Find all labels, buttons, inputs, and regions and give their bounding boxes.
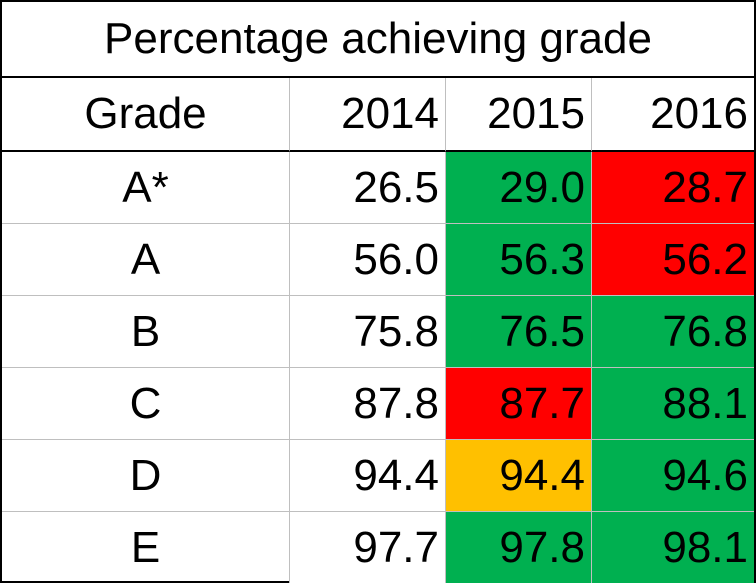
value-cell: 56.2 [592, 224, 754, 296]
value-cell: 56.3 [446, 224, 592, 296]
value-cell: 56.0 [290, 224, 446, 296]
value-cell: 94.4 [446, 440, 592, 512]
value-cell: 75.8 [290, 296, 446, 368]
header-year: 2015 [446, 78, 592, 152]
value-cell: 26.5 [290, 152, 446, 224]
header-grade: Grade [2, 78, 290, 152]
grade-label: B [2, 296, 290, 368]
grade-label: E [2, 512, 290, 583]
value-cell: 87.8 [290, 368, 446, 440]
grade-label: C [2, 368, 290, 440]
table-title: Percentage achieving grade [2, 2, 754, 78]
header-year: 2014 [290, 78, 446, 152]
value-cell: 88.1 [592, 368, 754, 440]
grade-label: A [2, 224, 290, 296]
value-cell: 97.7 [290, 512, 446, 583]
grade-label: D [2, 440, 290, 512]
value-cell: 76.5 [446, 296, 592, 368]
value-cell: 94.4 [290, 440, 446, 512]
value-cell: 76.8 [592, 296, 754, 368]
value-cell: 94.6 [592, 440, 754, 512]
grade-label: A* [2, 152, 290, 224]
value-cell: 28.7 [592, 152, 754, 224]
table-grid: Grade 2014 2015 2016 A* 26.5 29.0 28.7 A 56.0 56.3… [2, 78, 754, 583]
value-cell: 87.7 [446, 368, 592, 440]
header-year: 2016 [592, 78, 754, 152]
value-cell: 98.1 [592, 512, 754, 583]
value-cell: 97.8 [446, 512, 592, 583]
value-cell: 29.0 [446, 152, 592, 224]
